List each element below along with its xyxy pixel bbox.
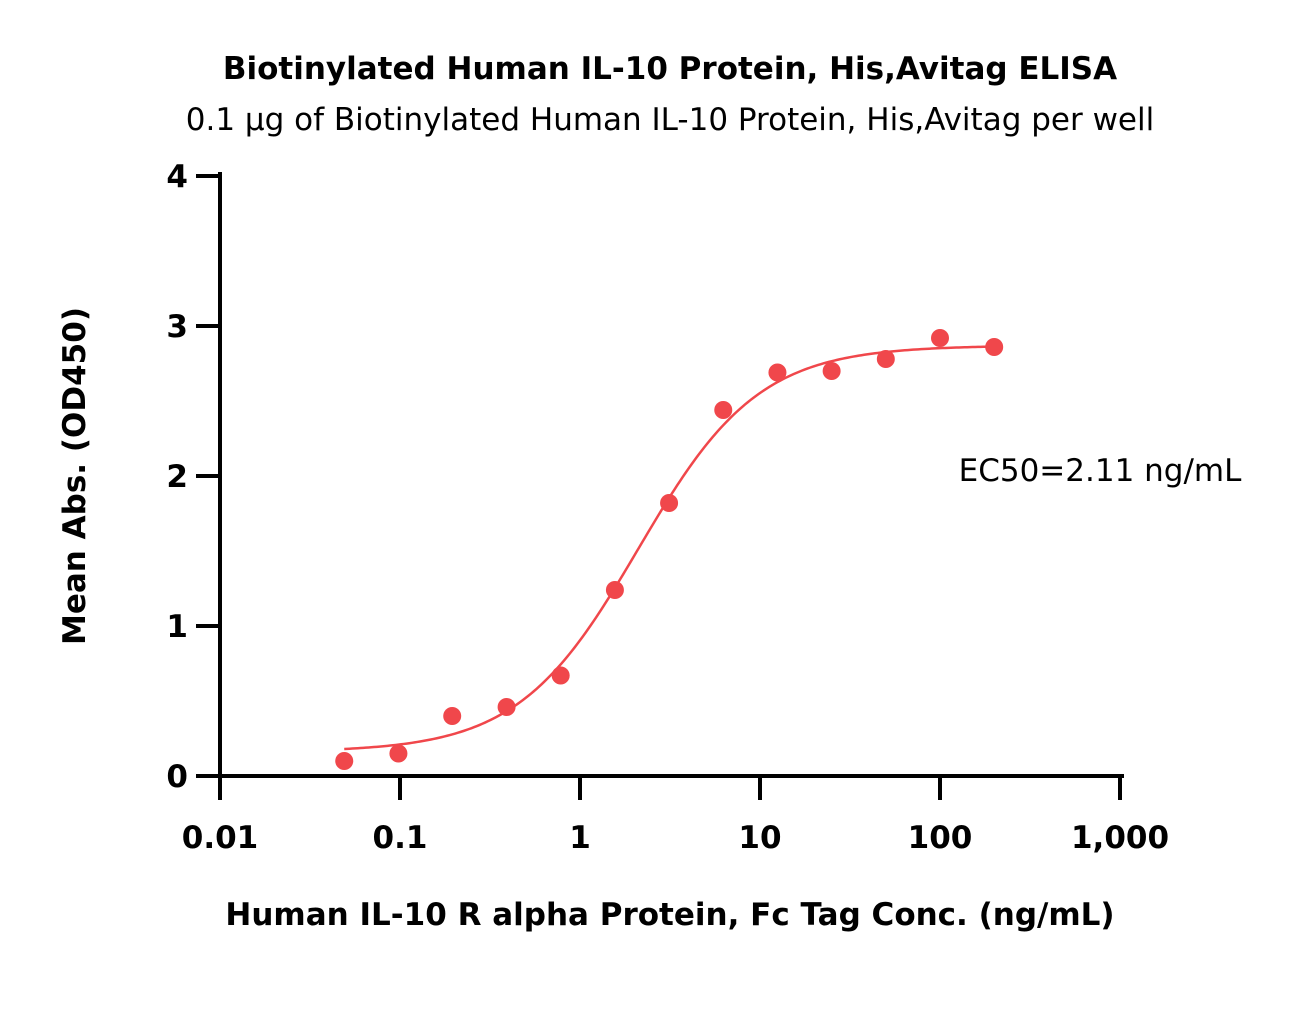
data-point	[931, 329, 949, 347]
chart-title: Biotinylated Human IL-10 Protein, His,Av…	[223, 51, 1117, 87]
data-point	[985, 338, 1004, 356]
y-tick-label: 4	[166, 159, 188, 195]
data-point	[714, 401, 733, 419]
x-tick-label: 1,000	[1071, 820, 1169, 856]
x-tick-label: 0.1	[373, 820, 428, 856]
x-tick-label: 1	[569, 820, 591, 856]
y-tick-label: 2	[166, 459, 188, 495]
x-tick-label: 10	[738, 820, 781, 856]
data-point	[822, 362, 841, 380]
x-tick-label: 100	[908, 820, 973, 856]
data-point	[768, 363, 787, 382]
data-points	[335, 329, 1004, 770]
y-tick-label: 3	[166, 309, 188, 345]
y-axis-label: Mean Abs. (OD450)	[57, 307, 93, 645]
axes: 0.01 0.1 1 10 100 1,000 0 1 2 3 4	[166, 159, 1169, 856]
y-tick-label: 1	[166, 609, 188, 645]
data-point	[605, 581, 624, 599]
chart-subtitle: 0.1 µg of Biotinylated Human IL-10 Prote…	[186, 102, 1154, 138]
ec50-annotation: EC50=2.11 ng/mL	[959, 453, 1242, 489]
x-tick-label: 0.01	[182, 820, 259, 856]
data-point	[389, 744, 408, 763]
data-point	[497, 698, 516, 716]
data-point	[443, 707, 462, 725]
y-tick-label: 0	[166, 759, 188, 795]
fit-curve	[344, 345, 995, 751]
x-axis-label: Human IL-10 R alpha Protein, Fc Tag Conc…	[225, 897, 1114, 933]
data-point	[335, 752, 354, 770]
data-point	[551, 666, 570, 685]
fit-curve-group	[344, 345, 995, 751]
data-point	[660, 494, 679, 512]
data-point	[876, 350, 895, 368]
